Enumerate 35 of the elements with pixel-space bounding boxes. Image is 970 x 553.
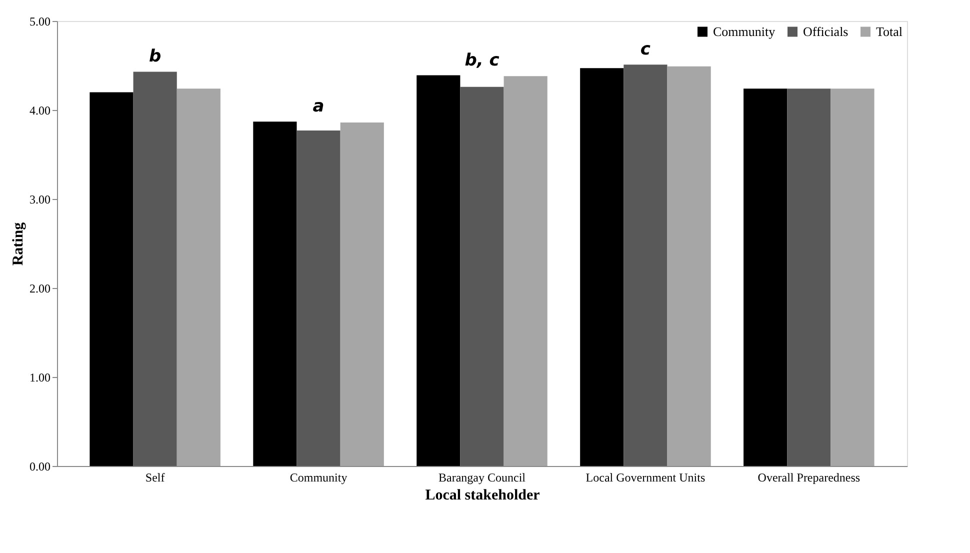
annotation: a [312,96,324,117]
x-tick-label: Barangay Council [438,470,526,484]
annotation: b [148,46,162,67]
bar [787,88,831,466]
x-tick-label: Community [290,470,348,484]
y-tick-label: 2.00 [30,282,50,296]
x-tick-label: Local Government Units [586,470,706,484]
x-tick-label: Overall Preparedness [758,470,860,484]
bar [253,122,297,466]
bar [416,75,460,466]
bar [133,72,177,466]
bar [580,68,624,466]
bar [744,88,788,466]
bar [296,130,340,466]
annotation: c [640,40,650,60]
legend-label: Total [876,24,903,39]
x-tick-label: Self [145,470,165,484]
bar [176,88,220,466]
y-tick-label: 5.00 [30,14,50,28]
legend-label: Community [713,24,776,39]
x-axis-title: Local stakeholder [425,488,540,504]
bar [340,122,384,466]
y-tick-label: 4.00 [30,104,50,118]
y-tick-label: 1.00 [30,370,50,384]
bar [830,88,874,466]
bar [624,64,668,466]
y-axis-title: Rating [10,222,26,266]
y-tick-label: 0.00 [30,460,50,474]
bar [460,86,504,466]
annotation: b, c [464,50,500,70]
bar [504,76,548,466]
bar [667,66,711,466]
y-tick-label: 3.00 [30,192,50,206]
bar [90,92,134,466]
legend-label: Officials [803,24,848,39]
